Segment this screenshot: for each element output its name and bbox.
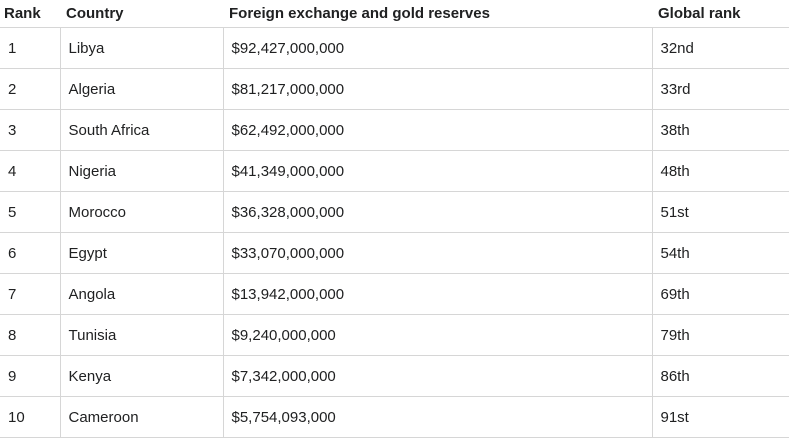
country-cell: Morocco xyxy=(59,191,223,233)
rank-cell: 9 xyxy=(0,355,60,397)
header-global-rank: Global rank xyxy=(658,5,741,22)
country-cell: Nigeria xyxy=(59,150,223,192)
rank-cell: 7 xyxy=(0,273,60,315)
global-rank-cell: 79th xyxy=(651,314,789,356)
global-rank-cell: 86th xyxy=(651,355,789,397)
rank-cell: 6 xyxy=(0,232,60,274)
rank-cell: 4 xyxy=(0,150,60,192)
table-header: Rank Country Foreign exchange and gold r… xyxy=(0,0,789,28)
country-cell: Tunisia xyxy=(59,314,223,356)
rank-cell: 10 xyxy=(0,396,60,438)
global-rank-cell: 91st xyxy=(651,396,789,438)
rank-cell: 8 xyxy=(0,314,60,356)
header-row: Rank Country Foreign exchange and gold r… xyxy=(0,0,789,28)
reserves-cell: $92,427,000,000 xyxy=(222,27,652,69)
country-cell: Egypt xyxy=(59,232,223,274)
header-country: Country xyxy=(66,5,124,22)
reserves-cell: $81,217,000,000 xyxy=(222,68,652,110)
table-row: 9 Kenya $7,342,000,000 86th xyxy=(0,355,789,397)
rank-cell: 5 xyxy=(0,191,60,233)
country-cell: South Africa xyxy=(59,109,223,151)
country-cell: Kenya xyxy=(59,355,223,397)
country-cell: Cameroon xyxy=(59,396,223,438)
table-row: 8 Tunisia $9,240,000,000 79th xyxy=(0,314,789,356)
country-cell: Libya xyxy=(59,27,223,69)
reserves-cell: $36,328,000,000 xyxy=(222,191,652,233)
global-rank-cell: 38th xyxy=(651,109,789,151)
table-row: 1 Libya $92,427,000,000 32nd xyxy=(0,27,789,69)
header-rank: Rank xyxy=(4,5,41,22)
global-rank-cell: 54th xyxy=(651,232,789,274)
reserves-cell: $41,349,000,000 xyxy=(222,150,652,192)
rank-cell: 2 xyxy=(0,68,60,110)
reserves-cell: $13,942,000,000 xyxy=(222,273,652,315)
country-cell: Algeria xyxy=(59,68,223,110)
table-body: 1 Libya $92,427,000,000 32nd 2 Algeria $… xyxy=(0,27,789,438)
global-rank-cell: 33rd xyxy=(651,68,789,110)
rank-cell: 1 xyxy=(0,27,60,69)
table-row: 2 Algeria $81,217,000,000 33rd xyxy=(0,68,789,110)
reserves-cell: $9,240,000,000 xyxy=(222,314,652,356)
rank-cell: 3 xyxy=(0,109,60,151)
reserves-cell: $62,492,000,000 xyxy=(222,109,652,151)
table-row: 6 Egypt $33,070,000,000 54th xyxy=(0,232,789,274)
global-rank-cell: 48th xyxy=(651,150,789,192)
global-rank-cell: 51st xyxy=(651,191,789,233)
reserves-cell: $33,070,000,000 xyxy=(222,232,652,274)
table-row: 7 Angola $13,942,000,000 69th xyxy=(0,273,789,315)
table-row: 4 Nigeria $41,349,000,000 48th xyxy=(0,150,789,192)
reserves-cell: $5,754,093,000 xyxy=(222,396,652,438)
reserves-cell: $7,342,000,000 xyxy=(222,355,652,397)
table-row: 3 South Africa $62,492,000,000 38th xyxy=(0,109,789,151)
global-rank-cell: 32nd xyxy=(651,27,789,69)
table-row: 5 Morocco $36,328,000,000 51st xyxy=(0,191,789,233)
country-cell: Angola xyxy=(59,273,223,315)
header-reserves: Foreign exchange and gold reserves xyxy=(229,5,490,22)
table-row: 10 Cameroon $5,754,093,000 91st xyxy=(0,396,789,438)
global-rank-cell: 69th xyxy=(651,273,789,315)
